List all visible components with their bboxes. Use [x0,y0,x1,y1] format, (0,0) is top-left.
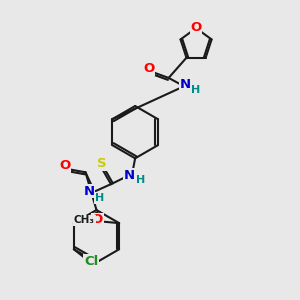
Text: CH₃: CH₃ [74,215,95,225]
Text: N: N [83,184,94,197]
Text: H: H [95,193,104,203]
Text: N: N [180,78,191,91]
Text: O: O [59,159,70,172]
Text: H: H [191,85,200,95]
Text: H: H [136,175,145,185]
Text: S: S [97,157,106,170]
Text: N: N [124,169,135,182]
Text: Cl: Cl [84,255,98,268]
Text: O: O [190,21,202,34]
Text: O: O [92,213,103,226]
Text: O: O [143,62,154,75]
